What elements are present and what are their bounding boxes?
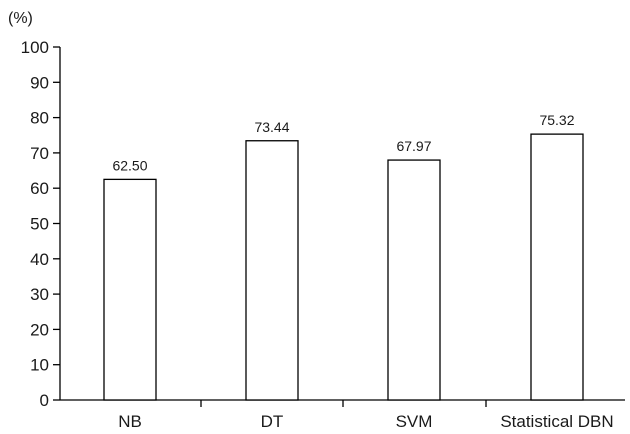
y-tick-label: 30	[30, 285, 49, 304]
y-tick-label: 60	[30, 179, 49, 198]
x-category-label: DT	[261, 412, 284, 431]
y-axis-unit-label: (%)	[8, 10, 33, 27]
x-axis	[60, 399, 625, 407]
x-category-label: Statistical DBN	[500, 412, 613, 431]
y-tick-label: 10	[30, 356, 49, 375]
bar-value-label: 73.44	[254, 119, 289, 135]
y-tick-label: 100	[21, 38, 49, 57]
y-tick-label: 90	[30, 73, 49, 92]
bar-value-label: 67.97	[396, 138, 431, 154]
bars	[103, 133, 584, 401]
y-tick-label: 50	[30, 215, 49, 234]
y-tick-label: 0	[40, 391, 49, 410]
y-tick-label: 20	[30, 320, 49, 339]
x-category-label: NB	[118, 412, 142, 431]
bar-value-label: 75.32	[539, 112, 574, 128]
bar	[387, 159, 441, 401]
y-axis: 0 10 20 30 40 50 60 70 80 90 100	[21, 38, 61, 410]
y-tick-label: 70	[30, 144, 49, 163]
y-tick-label: 80	[30, 109, 49, 128]
data-labels: 62.50 73.44 67.97 75.32	[112, 112, 574, 173]
x-category-label: SVM	[396, 412, 433, 431]
bar-value-label: 62.50	[112, 157, 147, 173]
bar	[245, 140, 299, 401]
bar	[103, 178, 157, 401]
category-labels: NB DT SVM Statistical DBN	[118, 412, 614, 431]
y-tick-label: 40	[30, 250, 49, 269]
bar	[530, 133, 584, 401]
